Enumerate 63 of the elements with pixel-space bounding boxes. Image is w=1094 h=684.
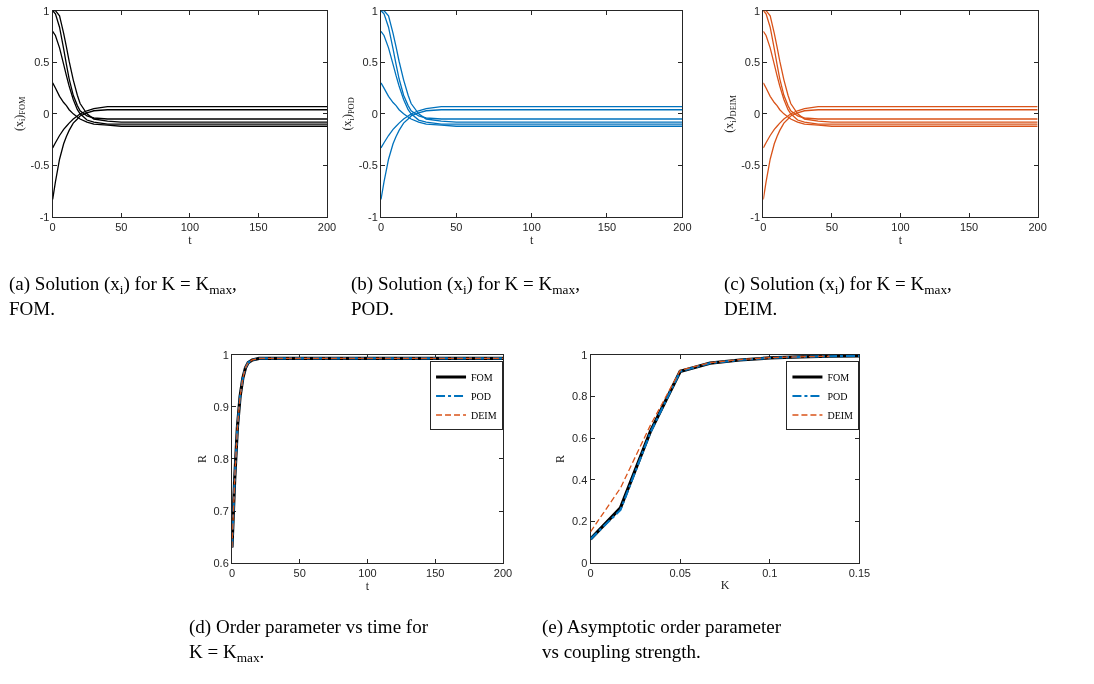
y-tick-label: -0.5 <box>741 159 761 172</box>
y-tick-label: 0.8 <box>213 452 229 465</box>
y-tick-label: -1 <box>39 210 50 223</box>
y-tick-label: 0.6 <box>213 556 229 569</box>
x-tick-label: 150 <box>959 221 979 234</box>
legend-label: DEIM <box>827 409 854 421</box>
legend-label: FOM <box>471 371 493 383</box>
y-tick-label: 0 <box>753 107 761 120</box>
x-axis-title: t <box>365 579 370 594</box>
text: (a) Solution (x$_{i}$) for K = K$_{max}$, FOM. <box>9 273 237 319</box>
y-tick-label: 1 <box>43 4 50 17</box>
x-tick-label: 0.05 <box>669 567 691 580</box>
x-tick-label: 50 <box>293 567 306 580</box>
y-tick-label: 0.9 <box>213 400 229 413</box>
y-tick-label: 0.4 <box>572 473 588 486</box>
y-tick-label: 0 <box>581 556 588 569</box>
x-tick-label: 150 <box>249 221 268 234</box>
x-axis-title: t <box>898 233 903 248</box>
x-tick-label: 200 <box>493 567 513 580</box>
y-axis-title: R <box>553 454 568 463</box>
y-tick-label: 0.5 <box>34 56 50 69</box>
text: (d) Order parameter vs time for K = K$_{max}$. <box>189 616 429 665</box>
x-tick-label: 200 <box>317 221 337 234</box>
y-tick-label: -0.5 <box>358 159 378 172</box>
legend-label: DEIM <box>471 409 497 421</box>
y-tick-label: 1 <box>753 4 761 17</box>
x-axis-title: t <box>188 233 193 248</box>
x-tick-label: 200 <box>673 221 692 234</box>
x-tick-label: 100 <box>522 221 541 234</box>
x-axis-title: K <box>720 578 730 593</box>
y-tick-label: -1 <box>750 210 761 223</box>
y-tick-label: 0.7 <box>213 504 229 517</box>
x-tick-label: 0.1 <box>762 567 778 580</box>
x-axis-title: t <box>529 233 534 248</box>
x-tick-label: 150 <box>597 221 617 234</box>
y-tick-label: 0.2 <box>572 515 588 528</box>
legend-label: POD <box>827 390 848 402</box>
legend-label: POD <box>471 390 492 402</box>
text: (b) Solution (x$_{i}$) for K = K$_{max}$, POD. <box>351 273 580 319</box>
y-tick-label: 1 <box>581 348 588 361</box>
x-tick-label: 0.15 <box>848 567 871 580</box>
y-tick-label: 0.8 <box>572 390 588 403</box>
x-tick-label: 150 <box>426 567 445 580</box>
x-tick-label: 50 <box>450 221 463 234</box>
y-tick-label: 0.6 <box>572 431 588 444</box>
text: (c) Solution (x$_{i}$) for K = K$_{max}$, DEIM. <box>724 273 952 319</box>
y-tick-label: 0.5 <box>362 56 378 69</box>
x-tick-label: 100 <box>358 567 377 580</box>
legend-label: FOM <box>827 371 850 383</box>
y-tick-label: 1 <box>222 348 229 361</box>
y-tick-label: -1 <box>368 210 378 223</box>
y-tick-label: 1 <box>371 4 378 17</box>
x-tick-label: 200 <box>1028 221 1047 234</box>
y-axis-title: R <box>194 454 209 463</box>
text: (e) Asymptotic order parameter vs coupling strength. <box>542 616 782 662</box>
x-tick-label: 50 <box>115 221 128 234</box>
x-tick-label: 100 <box>180 221 200 234</box>
y-tick-label: -0.5 <box>30 159 50 172</box>
x-tick-label: 50 <box>825 221 839 234</box>
y-tick-label: 0 <box>371 107 378 120</box>
x-tick-label: 100 <box>891 221 910 234</box>
y-tick-label: 0 <box>43 107 50 120</box>
y-tick-label: 0.5 <box>744 56 761 69</box>
